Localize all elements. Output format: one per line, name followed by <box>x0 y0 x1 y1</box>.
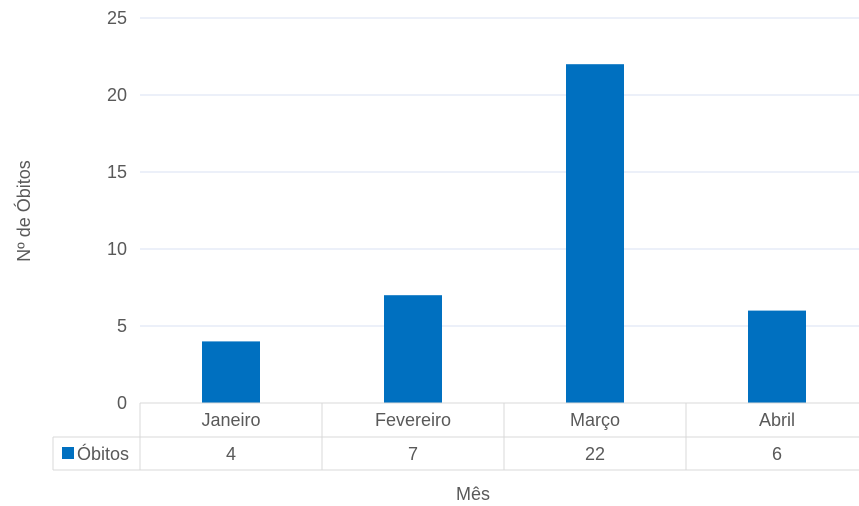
bar <box>566 64 624 403</box>
series-name: Óbitos <box>77 443 129 464</box>
y-axis-tick-labels: 0 5 10 15 20 25 <box>107 8 127 413</box>
y-tick-label: 15 <box>107 162 127 182</box>
category-label: Janeiro <box>201 410 260 430</box>
data-table: Janeiro 4 Fevereiro 7 Março 22 Abril 6 Óbitos <box>52 402 859 471</box>
gridlines <box>140 17 859 327</box>
category-label: Fevereiro <box>375 410 451 430</box>
y-tick-label: 25 <box>107 8 127 28</box>
data-table-value: 7 <box>408 444 418 464</box>
category-label: Abril <box>759 410 795 430</box>
data-table-value: 22 <box>585 444 605 464</box>
y-tick-label: 0 <box>117 393 127 413</box>
data-table-value: 4 <box>226 444 236 464</box>
bar <box>748 310 806 403</box>
y-tick-label: 5 <box>117 316 127 336</box>
bar <box>202 341 260 403</box>
bar <box>384 295 442 403</box>
data-table-value: 6 <box>772 444 782 464</box>
y-tick-label: 10 <box>107 239 127 259</box>
x-axis-title: Mês <box>456 484 490 504</box>
legend-swatch <box>62 447 74 459</box>
y-axis-title: Nº de Óbitos <box>13 160 34 262</box>
bars <box>202 64 806 403</box>
y-tick-label: 20 <box>107 85 127 105</box>
category-label: Março <box>570 410 620 430</box>
